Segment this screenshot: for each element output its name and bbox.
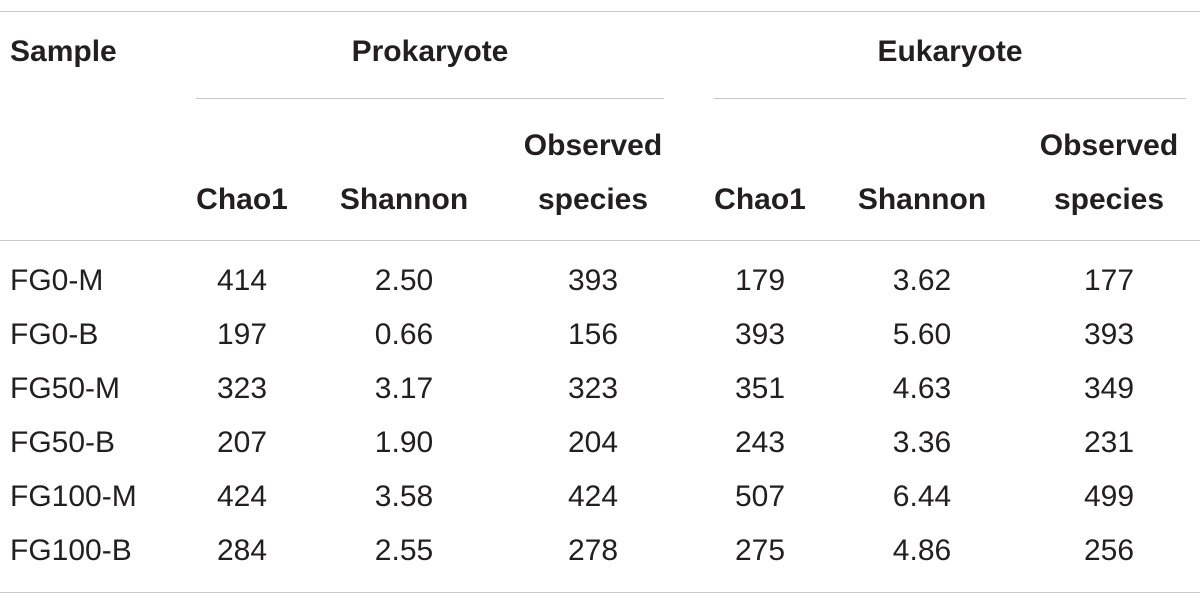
header-prok-observed-species: Observed species [508,119,678,227]
header-prok-chao1-label: Chao1 [196,183,288,216]
cell-euk-observed: 231 [1083,426,1135,459]
header-euk-shannon: Shannon [838,173,1006,227]
eukaryote-group-rule [714,98,1186,99]
cell-prok-observed: 278 [567,534,619,567]
cell-euk-observed: 499 [1083,480,1135,513]
cell-prok-shannon: 0.66 [374,318,434,351]
table-top-rule [0,11,1200,12]
cell-sample: FG50-M [10,372,121,405]
cell-prok-shannon: 1.90 [374,426,434,459]
cell-euk-shannon: 3.62 [892,264,952,297]
cell-prok-shannon: 3.58 [374,480,434,513]
cell-euk-shannon: 6.44 [892,480,952,513]
header-prok-observed-line2: species [537,183,649,216]
cell-prok-chao1: 323 [216,372,268,405]
cell-sample: FG100-M [10,480,137,513]
header-euk-observed-line1: Observed [1039,129,1179,162]
cell-sample: FG50-B [10,426,116,459]
cell-sample: FG0-M [10,264,104,297]
cell-prok-observed: 204 [567,426,619,459]
cell-euk-chao1: 351 [734,372,786,405]
header-group-eukaryote: Eukaryote [877,35,1023,68]
cell-euk-observed: 393 [1083,318,1135,351]
cell-prok-chao1: 207 [216,426,268,459]
header-euk-shannon-label: Shannon [857,183,987,216]
table-bottom-rule [0,592,1200,593]
cell-prok-shannon: 2.55 [374,534,434,567]
cell-euk-shannon: 3.36 [892,426,952,459]
cell-prok-observed: 156 [567,318,619,351]
header-sample: Sample [10,35,117,68]
cell-euk-shannon: 5.60 [892,318,952,351]
header-prok-observed-line1: Observed [523,129,663,162]
cell-prok-chao1: 197 [216,318,268,351]
cell-prok-observed: 393 [567,264,619,297]
cell-euk-shannon: 4.63 [892,372,952,405]
cell-prok-shannon: 3.17 [374,372,434,405]
cell-prok-chao1: 414 [216,264,268,297]
cell-euk-chao1: 393 [734,318,786,351]
prokaryote-group-rule [196,98,664,99]
cell-euk-observed: 177 [1083,264,1135,297]
header-euk-observed-species: Observed species [1024,119,1194,227]
header-prok-shannon: Shannon [320,173,488,227]
cell-prok-shannon: 2.50 [374,264,434,297]
cell-sample: FG0-B [10,318,99,351]
cell-euk-chao1: 275 [734,534,786,567]
header-euk-observed-line2: species [1053,183,1165,216]
header-bottom-rule [0,240,1200,241]
header-euk-chao1: Chao1 [698,173,822,227]
cell-euk-chao1: 179 [734,264,786,297]
cell-euk-shannon: 4.86 [892,534,952,567]
cell-prok-observed: 323 [567,372,619,405]
header-euk-chao1-label: Chao1 [714,183,806,216]
header-prok-chao1: Chao1 [180,173,304,227]
cell-euk-observed: 349 [1083,372,1135,405]
cell-sample: FG100-B [10,534,132,567]
header-prok-shannon-label: Shannon [339,183,469,216]
cell-euk-observed: 256 [1083,534,1135,567]
header-group-prokaryote: Prokaryote [351,35,509,68]
cell-prok-observed: 424 [567,480,619,513]
cell-prok-chao1: 424 [216,480,268,513]
cell-euk-chao1: 243 [734,426,786,459]
cell-prok-chao1: 284 [216,534,268,567]
cell-euk-chao1: 507 [734,480,786,513]
